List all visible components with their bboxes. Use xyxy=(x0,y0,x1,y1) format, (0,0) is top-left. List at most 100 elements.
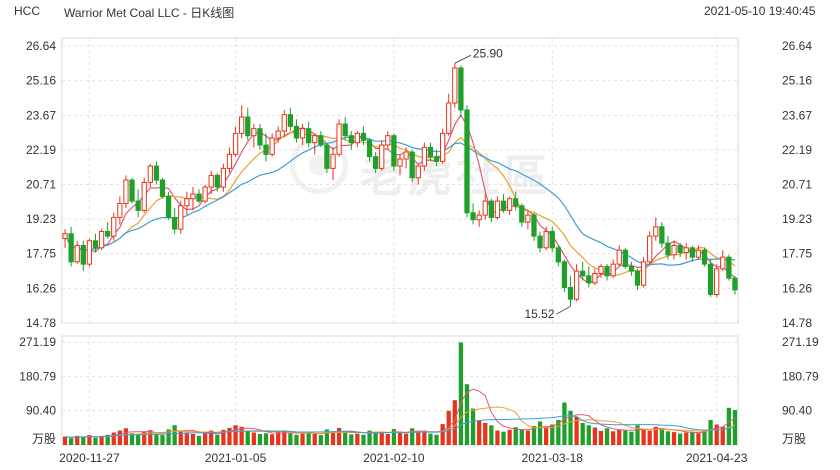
volume-bar xyxy=(397,432,403,445)
candle-body xyxy=(239,116,245,134)
price-tick-label-left: 25.16 xyxy=(26,74,56,88)
candle-body xyxy=(598,265,604,274)
candle-body xyxy=(640,261,647,286)
volume-bar xyxy=(519,429,524,445)
volume-bar xyxy=(355,433,360,445)
candle-body xyxy=(677,244,683,253)
candle-body xyxy=(281,114,287,132)
volume-bar xyxy=(470,408,476,445)
volume-bar xyxy=(635,425,640,445)
volume-ma5-line xyxy=(64,388,736,438)
candle-body xyxy=(172,216,178,230)
volume-bar xyxy=(324,429,330,445)
candle-body xyxy=(732,277,738,291)
candle-body xyxy=(433,156,440,162)
volume-bar xyxy=(336,427,342,445)
candle-body xyxy=(141,181,147,211)
candle-body xyxy=(476,214,482,221)
price-tick-label-left: 17.75 xyxy=(26,247,56,261)
candle-body xyxy=(153,165,160,181)
candle-body xyxy=(342,123,348,137)
candle-body xyxy=(403,151,409,160)
volume-bar xyxy=(623,430,628,445)
candle-body xyxy=(226,153,233,169)
candle-body xyxy=(726,256,732,279)
price-tick-label-right: 23.67 xyxy=(782,108,812,122)
volume-bar xyxy=(361,434,366,445)
volume-bar xyxy=(464,384,470,445)
candle-body xyxy=(464,109,470,214)
volume-bar xyxy=(483,422,488,445)
volume-bar xyxy=(617,429,622,445)
candle-body xyxy=(580,270,586,277)
candle-body xyxy=(604,265,610,277)
candle-body xyxy=(184,198,190,207)
volume-bar xyxy=(123,428,129,445)
volume-bar xyxy=(611,431,616,445)
candle-body xyxy=(220,167,227,188)
volume-bar xyxy=(501,431,506,445)
candle-body xyxy=(275,130,281,139)
volume-bar xyxy=(263,433,269,445)
candle-body xyxy=(592,272,598,284)
volume-bar xyxy=(574,416,579,445)
candle-body xyxy=(543,230,549,249)
volume-bar xyxy=(349,434,354,445)
candle-body xyxy=(324,144,330,169)
volume-bar xyxy=(227,427,232,445)
candle-body xyxy=(299,128,306,139)
volume-bar xyxy=(300,433,305,445)
candle-body xyxy=(653,226,659,237)
high-annotation-line xyxy=(454,54,471,64)
candle-body xyxy=(287,114,294,127)
volume-bar xyxy=(343,432,348,445)
candle-body xyxy=(373,156,379,169)
price-tick-label-left: 19.23 xyxy=(26,212,56,226)
candle-body xyxy=(111,216,117,237)
timestamp: 2021-05-10 19:40:45 xyxy=(704,4,816,18)
candle-body xyxy=(683,247,689,253)
candle-body xyxy=(555,247,561,263)
volume-bar xyxy=(477,420,482,445)
price-tick-label-left: 22.19 xyxy=(26,143,56,157)
volume-ma20-line xyxy=(64,415,736,438)
volume-bar xyxy=(525,430,531,445)
candle-body xyxy=(439,132,446,162)
volume-bar xyxy=(446,410,451,445)
low-annotation-line xyxy=(556,305,571,315)
volume-bar xyxy=(416,432,421,445)
volume-bar xyxy=(690,431,695,445)
candle-body xyxy=(232,132,239,155)
candle-body xyxy=(123,179,129,204)
candle-body xyxy=(80,244,86,265)
volume-bar xyxy=(391,429,397,445)
volume-bar xyxy=(75,435,80,445)
candle-body xyxy=(202,186,208,202)
x-tick-label: 2021-03-18 xyxy=(522,451,584,465)
volume-bar xyxy=(142,431,147,445)
candle-body xyxy=(659,226,665,244)
volume-bar xyxy=(148,430,153,445)
volume-bar xyxy=(99,435,104,445)
price-tick-label-left: 23.67 xyxy=(26,108,56,122)
candle-body xyxy=(318,135,324,146)
candle-body xyxy=(616,249,622,265)
candle-body xyxy=(129,179,135,202)
price-tick-label-right: 17.75 xyxy=(782,247,812,261)
candle-body xyxy=(689,247,695,258)
price-tick-label-left: 16.26 xyxy=(26,281,56,295)
volume-bar xyxy=(659,429,665,445)
volume-bar xyxy=(233,425,238,445)
volume-bar xyxy=(513,427,518,445)
candle-body xyxy=(610,263,616,277)
x-tick-label: 2021-02-10 xyxy=(363,451,425,465)
volume-bar xyxy=(209,430,214,445)
volume-tick-label-left: 90.40 xyxy=(26,404,56,418)
volume-bar xyxy=(403,433,409,445)
volume-bar xyxy=(257,433,263,445)
candle-body xyxy=(531,214,537,237)
candle-body xyxy=(647,235,653,263)
volume-bar xyxy=(714,424,719,445)
volume-bar xyxy=(702,430,707,445)
ma5-line xyxy=(64,113,736,284)
